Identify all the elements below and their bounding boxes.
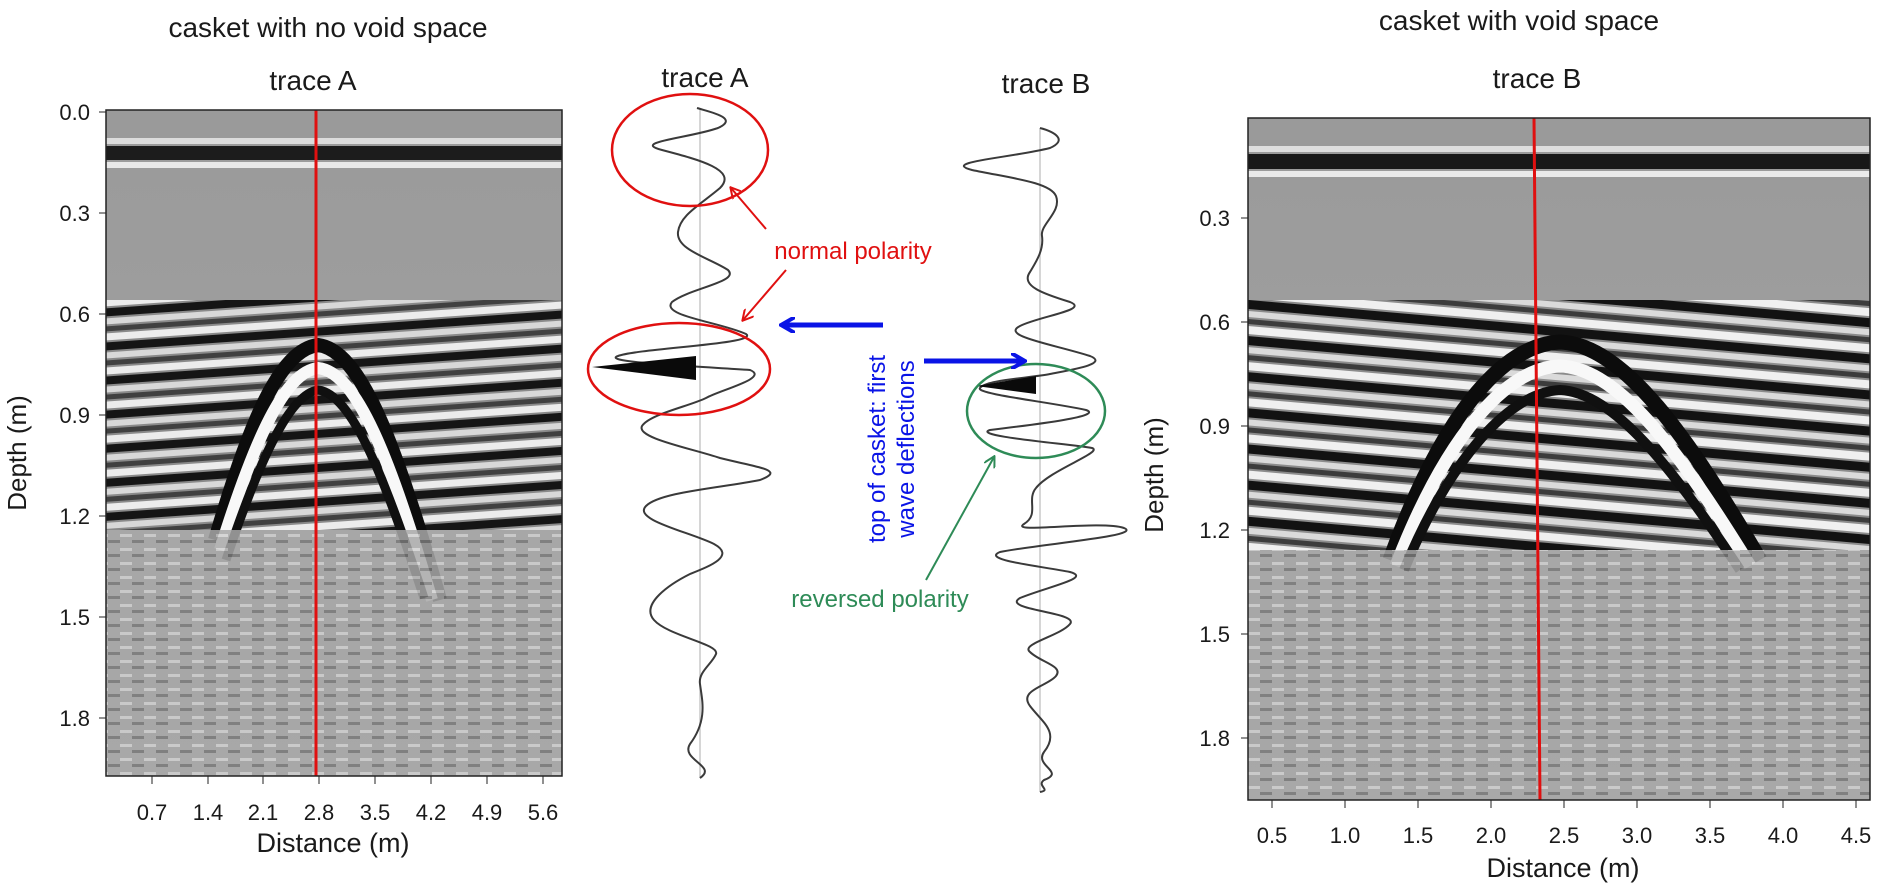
left-y-tick: 0.0 xyxy=(59,100,90,125)
right-y-tick: 1.5 xyxy=(1199,622,1230,647)
reversed-polarity-circle xyxy=(965,362,1107,460)
left-x-axis-label: Distance (m) xyxy=(256,828,409,858)
left-radargram xyxy=(106,110,562,776)
left-trace-label: trace A xyxy=(269,65,356,96)
right-y-axis: 0.3 0.6 0.9 1.2 1.5 1.8 Depth (m) xyxy=(1139,206,1248,751)
right-y-tick: 1.8 xyxy=(1199,726,1230,751)
normal-polarity-circle-casket xyxy=(586,321,772,417)
reversed-polarity-arrow xyxy=(925,457,994,581)
trace-a-first-deflection-fill xyxy=(592,356,696,380)
right-marker-line xyxy=(1532,118,1542,800)
right-x-tick: 2.0 xyxy=(1476,823,1507,848)
right-y-tick: 0.6 xyxy=(1199,310,1230,335)
top-of-casket-label-line2: wave deflections xyxy=(893,360,920,538)
left-x-tick: 2.1 xyxy=(248,800,279,825)
left-y-tick: 0.9 xyxy=(59,403,90,428)
right-plot-frame xyxy=(1247,117,1871,801)
trace-b-title: trace B xyxy=(1002,68,1091,99)
right-trace-label: trace B xyxy=(1493,63,1582,94)
normal-polarity-label: normal polarity xyxy=(774,238,931,265)
right-x-tick: 1.5 xyxy=(1403,823,1434,848)
right-heading: casket with void space xyxy=(1379,5,1659,36)
left-x-tick: 5.6 xyxy=(528,800,559,825)
left-panel: casket with no void space trace A 0.0 0.… xyxy=(2,12,563,858)
right-y-tick: 1.2 xyxy=(1199,518,1230,543)
right-x-tick: 3.5 xyxy=(1695,823,1726,848)
right-x-axis-label: Distance (m) xyxy=(1486,853,1639,883)
left-x-tick: 2.8 xyxy=(304,800,335,825)
right-radargram xyxy=(1248,118,1870,800)
left-y-tick: 0.3 xyxy=(59,201,90,226)
left-x-tick: 1.4 xyxy=(193,800,224,825)
normal-polarity-arrow-casket xyxy=(743,269,787,320)
top-of-casket-label-line1: top of casket: first xyxy=(864,355,891,543)
left-x-axis: 0.7 1.4 2.1 2.8 3.5 4.2 4.9 5.6 Distance… xyxy=(137,776,559,858)
right-x-tick: 4.0 xyxy=(1768,823,1799,848)
left-y-tick: 1.5 xyxy=(59,605,90,630)
right-x-tick: 0.5 xyxy=(1257,823,1288,848)
annotations: normal polarity reversed polarity top of… xyxy=(586,92,1107,613)
right-x-tick: 4.5 xyxy=(1841,823,1872,848)
left-x-tick: 0.7 xyxy=(137,800,168,825)
left-y-axis: 0.0 0.3 0.6 0.9 1.2 1.5 1.8 Depth (m) xyxy=(2,100,106,731)
right-y-tick: 0.3 xyxy=(1199,206,1230,231)
left-y-tick: 1.2 xyxy=(59,504,90,529)
right-y-axis-label: Depth (m) xyxy=(1139,417,1169,533)
left-y-tick: 0.6 xyxy=(59,302,90,327)
left-x-tick: 4.9 xyxy=(472,800,503,825)
right-x-tick: 1.0 xyxy=(1330,823,1361,848)
right-x-tick: 3.0 xyxy=(1622,823,1653,848)
normal-polarity-arrow-top xyxy=(731,188,767,230)
normal-polarity-circle-top xyxy=(610,92,770,208)
right-x-axis: 0.5 1.0 1.5 2.0 2.5 3.0 3.5 4.0 4.5 Dist… xyxy=(1257,800,1872,883)
center-traces: trace A trace B xyxy=(592,62,1128,793)
right-x-tick: 2.5 xyxy=(1549,823,1580,848)
left-heading: casket with no void space xyxy=(168,12,487,43)
left-y-tick: 1.8 xyxy=(59,706,90,731)
reversed-polarity-label: reversed polarity xyxy=(791,586,968,613)
trace-b-first-deflection-fill xyxy=(976,376,1036,394)
trace-b-waveform xyxy=(962,127,1128,793)
right-y-tick: 0.9 xyxy=(1199,414,1230,439)
trace-a-title: trace A xyxy=(661,62,748,93)
left-x-tick: 3.5 xyxy=(360,800,391,825)
left-plot-frame xyxy=(105,109,563,777)
left-x-tick: 4.2 xyxy=(416,800,447,825)
right-panel: casket with void space trace B 0.3 0.6 0… xyxy=(1139,5,1871,883)
left-y-axis-label: Depth (m) xyxy=(2,395,32,511)
